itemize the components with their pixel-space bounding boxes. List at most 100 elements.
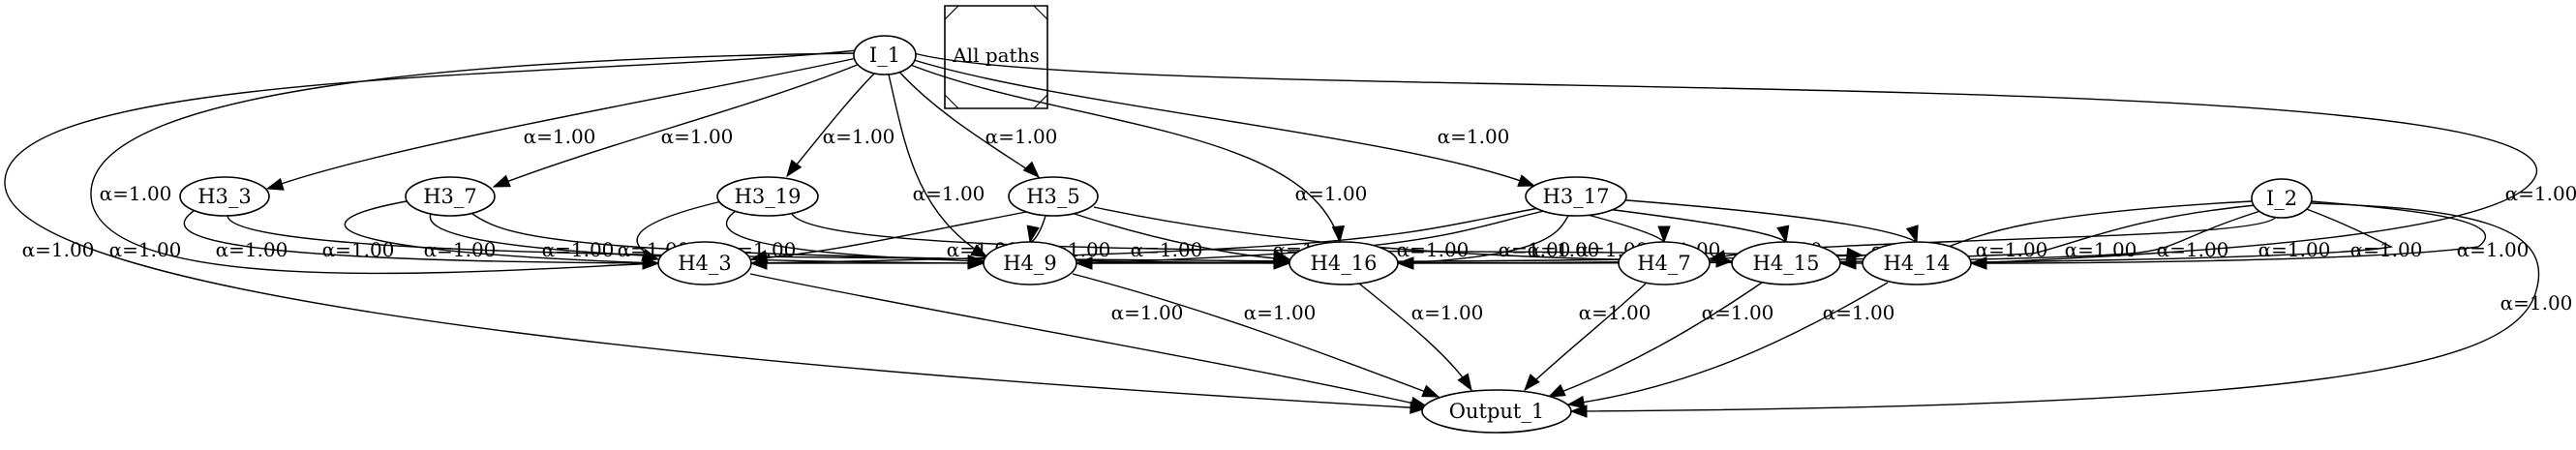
node-label: H4_7	[1637, 252, 1691, 275]
edge-arrowhead	[1776, 225, 1790, 244]
node-ellipse	[853, 35, 917, 75]
edge-label: α=1.00	[2065, 238, 2137, 261]
node-H4_15[interactable]: H4_15	[1731, 241, 1841, 285]
node-H3_3[interactable]: H3_3	[179, 176, 270, 217]
edge-I_2-to-Output_1: α=1.00	[1569, 202, 2573, 418]
edge-line	[1614, 198, 1918, 243]
node-ellipse	[983, 241, 1077, 285]
node-I_1[interactable]: I_1	[853, 35, 917, 75]
edge-label: α=1.00	[985, 125, 1058, 148]
edge-line	[1970, 200, 2487, 264]
nodes-layer: I_1 I_2 H3_3 H3_7 H3_19 H3_5 H3_17 H4_3 H4_9 H4_1…	[179, 35, 2313, 434]
node-H4_16[interactable]: H4_16	[1288, 241, 1399, 285]
edge-arrowhead	[1547, 383, 1566, 398]
node-H4_7[interactable]: H4_7	[1618, 241, 1711, 285]
edge-line	[493, 63, 861, 188]
node-ellipse	[179, 176, 270, 217]
edge-label: α=1.00	[1111, 301, 1184, 324]
node-Output_1[interactable]: Output_1	[1421, 389, 1572, 434]
edge-line	[1397, 210, 2261, 264]
node-ellipse	[2251, 178, 2313, 219]
edge-line	[907, 63, 1341, 243]
legend: All paths	[944, 5, 1048, 109]
node-ellipse	[1288, 241, 1399, 285]
edge-label: α=1.00	[524, 125, 596, 148]
node-H4_3[interactable]: H4_3	[657, 241, 752, 285]
edge-H4_3-to-Output_1: α=1.00	[749, 273, 1429, 410]
edge-line	[227, 215, 1290, 262]
node-label: H3_7	[423, 185, 477, 208]
edge-arrowhead	[1905, 225, 1919, 244]
node-H4_9[interactable]: H4_9	[983, 241, 1077, 285]
edge-I_1-to-H3_17: α=1.00	[913, 59, 1536, 187]
edge-I_1-to-H4_16: α=1.00	[907, 63, 1368, 244]
node-H3_17[interactable]: H3_17	[1525, 176, 1627, 217]
node-label: H4_16	[1311, 252, 1378, 275]
node-H3_7[interactable]: H3_7	[405, 176, 496, 217]
edge-line	[1397, 215, 1569, 264]
edge-line	[749, 273, 1428, 407]
edge-line	[1524, 283, 1647, 391]
edge-I_1-to-H3_5: α=1.00	[897, 70, 1058, 179]
node-ellipse	[1008, 176, 1099, 217]
edge-I_1-to-H3_19: α=1.00	[786, 73, 895, 178]
edge-arrowhead	[641, 248, 660, 261]
edge-label: α=1.00	[1499, 238, 1571, 261]
edge-I_1-to-H3_3: α=1.00	[265, 57, 858, 191]
edge-arrowhead	[1457, 373, 1472, 392]
edge-line	[1570, 202, 2540, 412]
edge-H3_3-to-H4_3: α=1.00	[109, 210, 660, 270]
legend-label: All paths	[952, 44, 1040, 67]
edge-label: α=1.00	[2457, 238, 2530, 261]
node-label: I_1	[869, 44, 900, 67]
edge-label: α=1.00	[661, 125, 734, 148]
edge-label: α=1.00	[1411, 301, 1484, 324]
edge-line	[1587, 214, 1665, 243]
node-label: H3_3	[197, 185, 252, 208]
node-H3_19[interactable]: H3_19	[716, 176, 819, 217]
node-H4_14[interactable]: H4_14	[1862, 241, 1972, 285]
edge-arrowhead	[1026, 225, 1040, 244]
edge-arrowhead	[970, 244, 989, 258]
edge-line	[183, 210, 659, 264]
edge-label: α=1.00	[2505, 182, 2576, 205]
edge-I_1-to-H3_7: α=1.00	[492, 63, 861, 188]
edge-label: α=1.00	[2500, 291, 2573, 315]
edge-label: α=1.00	[913, 182, 985, 205]
edge-H3_3-to-H4_16: α=1.00	[216, 215, 1291, 268]
edge-line	[1358, 283, 1472, 391]
node-label: H3_5	[1026, 185, 1080, 208]
legend-box-outline	[944, 5, 1048, 109]
node-I_2[interactable]: I_2	[2251, 178, 2313, 219]
edge-label: α=1.00	[1295, 182, 1368, 205]
node-label: H4_9	[1003, 252, 1057, 275]
edge-arrowhead	[1331, 225, 1346, 244]
node-H3_5[interactable]: H3_5	[1008, 176, 1099, 217]
edge-line	[90, 52, 858, 275]
edge-label: α=1.00	[1438, 125, 1510, 148]
edge-line	[429, 213, 985, 264]
edge-line	[1072, 273, 1440, 398]
legend-box-corners	[944, 5, 1048, 109]
node-label: H4_14	[1884, 252, 1951, 275]
edge-arrowhead	[1838, 256, 1857, 270]
edge-arrowhead	[1075, 256, 1093, 270]
edge-arrowhead	[1022, 161, 1041, 179]
edge-H3_5-to-H4_16: α=1.00	[1074, 213, 1291, 263]
edge-arrowhead	[1969, 256, 1987, 270]
edge-label: α=1.00	[823, 125, 895, 148]
edge-H4_15-to-Output_1: α=1.00	[1547, 282, 1773, 398]
edge-H3_7-to-H4_3: α=1.00	[322, 200, 660, 270]
edge-line	[266, 57, 858, 190]
edge-label: α=1.00	[424, 238, 497, 261]
edges-layer: α=1.00α=1.00α=1.00 α=1.00 α=1.00α=1.00α=1.…	[4, 49, 2576, 418]
edge-line	[1076, 210, 1545, 264]
node-ellipse	[1421, 389, 1572, 434]
edge-label: α=1.00	[542, 238, 615, 261]
edge-H4_14-to-Output_1: α=1.00	[1566, 282, 1894, 409]
edge-I_1-to-H4_3: α=1.00	[90, 52, 858, 275]
edge-arrowhead	[492, 174, 511, 188]
edge-line	[888, 74, 988, 258]
edge-line	[750, 211, 1027, 260]
